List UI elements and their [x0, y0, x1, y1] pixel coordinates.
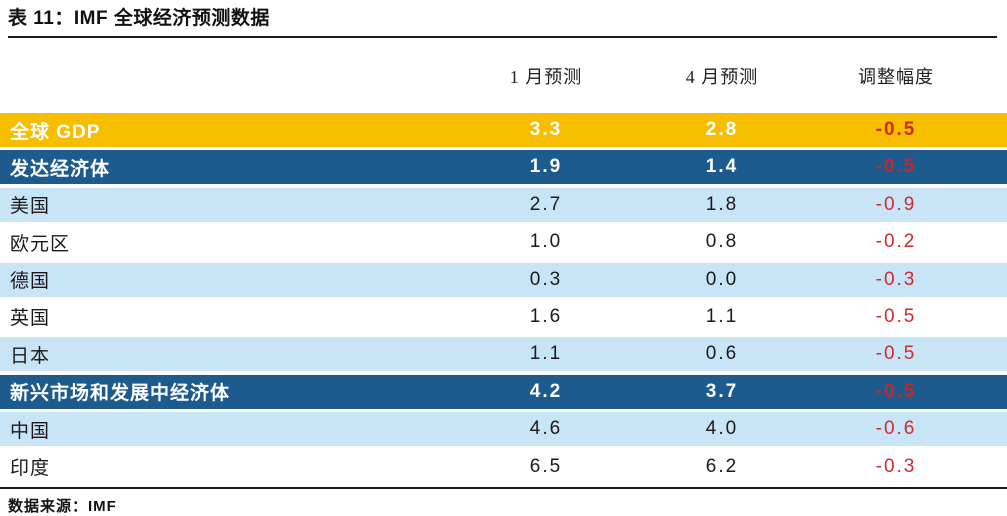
jan-forecast-value: 1.9	[529, 156, 563, 178]
column-header-adjustment: 调整幅度	[858, 66, 934, 87]
jan-forecast-value: 1.0	[529, 231, 563, 253]
adjustment-value: -0.3	[875, 455, 917, 477]
table-row-emerging-markets: 新兴市场和发展中经济体 4.2 3.7 -0.5	[0, 374, 1007, 409]
apr-forecast-value: 1.8	[705, 193, 739, 215]
adjustment-value: -0.5	[875, 380, 917, 402]
jan-forecast-value: 4.6	[529, 418, 563, 440]
apr-forecast-value: 2.8	[705, 119, 739, 140]
table-row-germany: 德国 0.3 0.0 -0.3	[0, 262, 1007, 297]
table-title-bar: 表 11：IMF 全球经济预测数据	[0, 0, 1007, 38]
row-label: 新兴市场和发展中经济体	[10, 383, 231, 405]
row-label: 欧元区	[10, 233, 71, 255]
row-label: 德国	[10, 271, 51, 293]
apr-forecast-value: 4.0	[705, 418, 739, 440]
jan-forecast-value: 3.3	[529, 119, 563, 140]
column-header-jan-forecast: 1 月预测	[509, 66, 583, 87]
adjustment-value: -0.2	[875, 231, 917, 253]
row-label: 印度	[10, 458, 51, 480]
adjustment-value: -0.5	[875, 156, 917, 178]
table-row-advanced-economies: 发达经济体 1.9 1.4 -0.5	[0, 150, 1007, 185]
jan-forecast-value: 1.1	[529, 343, 563, 365]
row-label: 全球 GDP	[10, 121, 101, 143]
table-row-china: 中国 4.6 4.0 -0.6	[0, 412, 1007, 447]
row-label: 美国	[10, 196, 51, 218]
adjustment-value: -0.5	[875, 305, 917, 327]
table-header-row: 1 月预测 4 月预测 调整幅度	[0, 38, 1007, 113]
adjustment-value: -0.5	[875, 343, 917, 365]
column-header-apr-forecast: 4 月预测	[685, 66, 759, 87]
apr-forecast-value: 1.4	[705, 156, 739, 178]
jan-forecast-value: 2.7	[529, 193, 563, 215]
jan-forecast-value: 0.3	[529, 268, 563, 290]
jan-forecast-value: 6.5	[529, 455, 563, 477]
table-row-usa: 美国 2.7 1.8 -0.9	[0, 187, 1007, 222]
table-row-global-gdp: 全球 GDP 3.3 2.8 -0.5	[0, 113, 1007, 147]
apr-forecast-value: 1.1	[705, 305, 739, 327]
jan-forecast-value: 4.2	[529, 380, 563, 402]
apr-forecast-value: 0.6	[705, 343, 739, 365]
apr-forecast-value: 0.8	[705, 231, 739, 253]
row-label: 英国	[10, 308, 51, 330]
row-label: 发达经济体	[10, 158, 111, 180]
row-label: 中国	[10, 420, 51, 442]
row-label: 日本	[10, 345, 51, 367]
apr-forecast-value: 6.2	[705, 455, 739, 477]
table-title: 表 11：IMF 全球经济预测数据	[8, 8, 270, 29]
apr-forecast-value: 3.7	[705, 380, 739, 402]
adjustment-value: -0.9	[875, 193, 917, 215]
title-divider	[8, 36, 997, 38]
data-source-note: 数据来源：IMF	[0, 486, 1007, 516]
table-row-india: 印度 6.5 6.2 -0.3	[0, 449, 1007, 484]
adjustment-value: -0.5	[875, 119, 917, 140]
adjustment-value: -0.3	[875, 268, 917, 290]
jan-forecast-value: 1.6	[529, 305, 563, 327]
adjustment-value: -0.6	[875, 418, 917, 440]
table-row-japan: 日本 1.1 0.6 -0.5	[0, 337, 1007, 372]
table-row-eurozone: 欧元区 1.0 0.8 -0.2	[0, 225, 1007, 260]
apr-forecast-value: 0.0	[705, 268, 739, 290]
table-row-uk: 英国 1.6 1.1 -0.5	[0, 299, 1007, 334]
